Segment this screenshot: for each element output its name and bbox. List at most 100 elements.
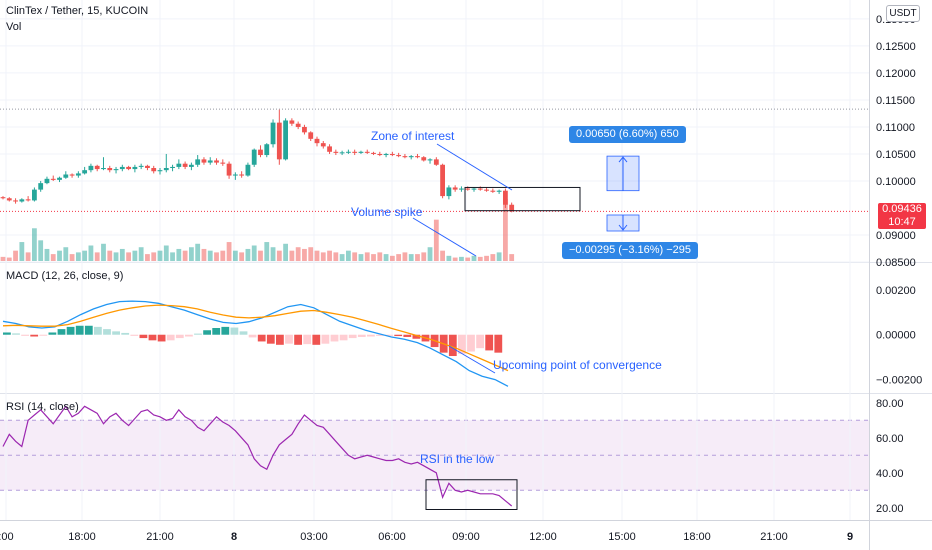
macd-hist-bar <box>139 334 148 339</box>
volume-bar <box>352 252 358 261</box>
volume-bar <box>207 250 213 261</box>
volume-bar <box>195 243 201 261</box>
volume-bar <box>320 252 326 261</box>
candle-body <box>509 204 515 212</box>
volume-bar <box>302 248 307 261</box>
candle-body <box>132 166 138 170</box>
user-drawings <box>412 143 640 510</box>
volume-bar <box>82 250 88 261</box>
macd-tick-label: 0.00200 <box>876 285 916 297</box>
candle-body <box>113 169 119 171</box>
volume-bar <box>314 250 320 261</box>
macd-hist-bar <box>3 332 11 335</box>
candle-body <box>358 151 364 153</box>
last-price-value: 0.09436 <box>882 203 922 215</box>
volume-bar <box>214 252 219 261</box>
macd-hist-bar <box>467 334 475 352</box>
candle-body <box>69 174 75 176</box>
volume-bar <box>364 252 370 261</box>
candle-body <box>421 157 427 161</box>
volume-spike-label: Volume spike <box>351 205 423 219</box>
candle-body <box>226 163 232 176</box>
candle-body <box>371 152 376 154</box>
candle-body <box>107 168 113 171</box>
symbol-title: ClinTex / Tether, 15, KUCOIN <box>6 5 149 17</box>
time-tick-label: 03:00 <box>300 531 328 543</box>
macd-hist-bar <box>285 334 293 344</box>
volume-bar <box>88 245 94 261</box>
volume-bar <box>101 243 106 261</box>
time-tick-label: 9 <box>847 531 853 543</box>
candle-body <box>408 156 414 158</box>
rsi-band <box>0 419 869 491</box>
volume-bar <box>408 254 414 261</box>
volume-bar <box>358 254 364 261</box>
volume-bar <box>270 247 276 261</box>
rsi-low-label: RSI in the low <box>420 452 495 466</box>
rsi-line <box>2 405 513 507</box>
volume-bar <box>396 254 402 261</box>
candle-body <box>389 153 395 156</box>
candle-body <box>82 170 88 174</box>
volume-bar <box>415 254 420 261</box>
macd-hist-bar <box>458 334 466 354</box>
macd-hist-bar <box>212 328 221 335</box>
macd-hist-bar <box>303 334 312 345</box>
macd-hist-bar <box>94 326 102 335</box>
volume-bar <box>13 250 18 261</box>
volume-bar <box>440 250 445 261</box>
time-tick-label: 18:00 <box>683 531 711 543</box>
candle-body <box>207 160 213 163</box>
volume-bar <box>264 242 270 261</box>
candle-body <box>415 156 420 158</box>
price-tick-label: 0.11000 <box>876 122 915 134</box>
candle-body <box>402 156 408 158</box>
candle-body <box>452 187 458 190</box>
macd-hist-bar <box>485 334 494 351</box>
candle-body <box>477 188 483 190</box>
macd-tick-label: 0.00000 <box>876 330 916 342</box>
reference-lines <box>0 108 869 212</box>
macd-histogram <box>3 325 503 357</box>
candle-body <box>383 153 389 156</box>
volume-bar <box>465 257 471 261</box>
candle-body <box>440 164 445 197</box>
macd-hist-bar <box>412 334 421 339</box>
candle-body <box>170 166 175 169</box>
candle-body <box>195 159 201 165</box>
volume-bar <box>427 247 433 261</box>
candle-body <box>446 187 452 197</box>
volume-bar <box>346 250 351 261</box>
candle-body <box>377 153 383 156</box>
candle-body <box>490 190 496 192</box>
time-tick-label: 8 <box>231 531 237 543</box>
signal-line <box>2 304 509 372</box>
volume-bar <box>402 252 408 261</box>
candle-body <box>503 190 508 205</box>
volume-bars <box>0 199 515 261</box>
price-tick-label: 0.12500 <box>876 41 916 53</box>
price-tick-label: 0.10000 <box>876 176 916 188</box>
candle-body <box>32 189 37 201</box>
volume-bar <box>157 250 163 261</box>
candle-body <box>302 126 307 133</box>
macd-hist-bar <box>230 327 239 335</box>
candle-body <box>270 122 276 145</box>
volume-bar <box>333 252 339 261</box>
macd-hist-bar <box>248 334 257 338</box>
volume-bar <box>446 255 452 261</box>
volume-bar <box>459 256 464 261</box>
macd-hist-bar <box>276 334 284 345</box>
macd-hist-bar <box>494 334 503 353</box>
candle-body <box>289 120 295 124</box>
candle-body <box>57 177 62 180</box>
candle-body <box>239 174 245 176</box>
macd-hist-bar <box>367 334 375 337</box>
volume-bar <box>245 248 251 261</box>
candle-body <box>163 168 169 171</box>
macd-title: MACD (12, 26, close, 9) <box>6 270 124 282</box>
currency-button[interactable]: USDT <box>886 5 920 22</box>
candle-body <box>320 143 326 147</box>
volume-bar <box>471 255 477 261</box>
candle-body <box>245 164 251 176</box>
